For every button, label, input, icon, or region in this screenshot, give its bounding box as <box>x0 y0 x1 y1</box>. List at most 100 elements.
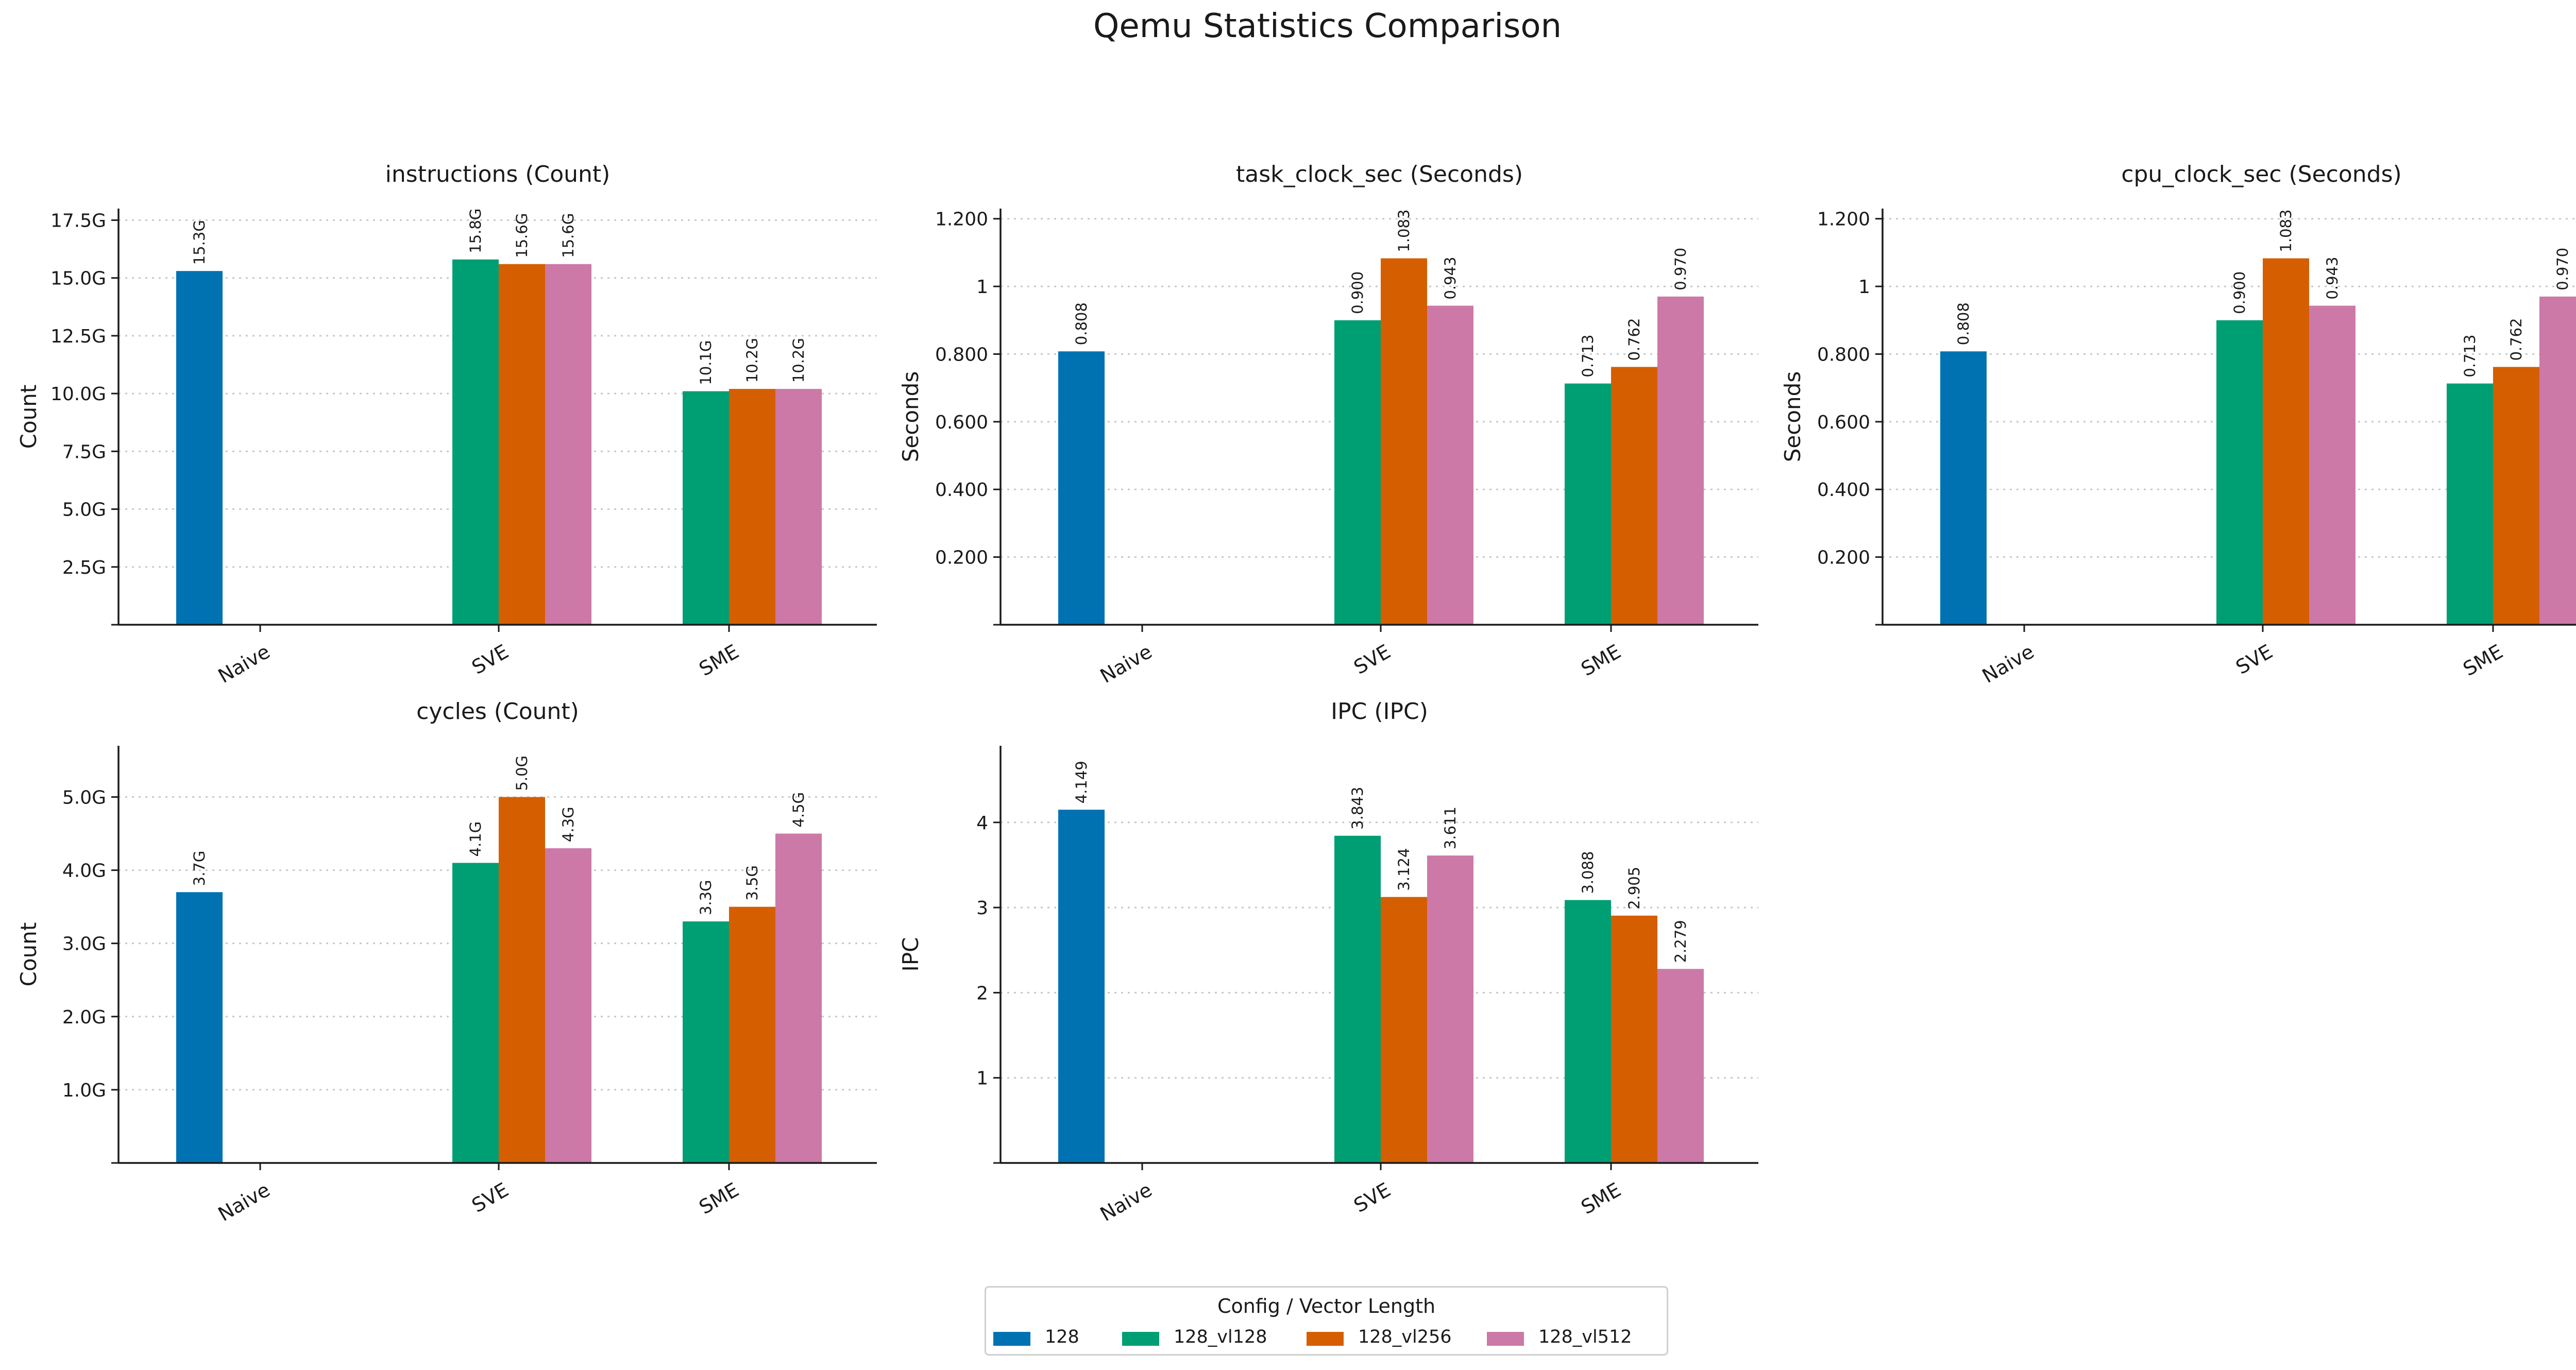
data-label: 4.5G <box>790 792 807 828</box>
y-tick-label: 1 <box>976 277 988 298</box>
bar-128-vl512-sve <box>1427 305 1473 625</box>
bar-128-vl256-sve <box>499 264 545 625</box>
bar-128-vl256-sme <box>1611 915 1657 1163</box>
legend-swatch <box>1122 1332 1159 1346</box>
legend-swatch <box>1487 1332 1524 1346</box>
panel-title: IPC (IPC) <box>1331 698 1428 725</box>
bar-128-vl512-sve <box>1427 855 1473 1163</box>
bar-128-vl128-sve <box>1334 835 1381 1163</box>
data-label: 3.611 <box>1442 807 1459 849</box>
figure-title: Qemu Statistics Comparison <box>1093 7 1562 45</box>
data-label: 3.5G <box>743 865 761 901</box>
x-tick-label: Naive <box>214 640 274 688</box>
y-tick-label: 5.0G <box>62 500 106 521</box>
y-tick-label: 4 <box>976 813 988 834</box>
y-tick-label: 7.5G <box>62 441 106 463</box>
bar-128-vl128-sme <box>1565 383 1611 625</box>
legend-label: 128 <box>1045 1327 1079 1347</box>
data-label: 4.3G <box>560 807 577 842</box>
data-label: 3.3G <box>697 880 715 915</box>
y-tick-label: 1.200 <box>1817 209 1870 230</box>
data-label: 0.900 <box>2231 271 2248 314</box>
data-label: 0.900 <box>1349 271 1366 314</box>
bar-128-vl128-sme <box>683 921 729 1163</box>
y-tick-label: 1 <box>1858 277 1870 298</box>
bar-128-vl256-sve <box>1381 258 1427 625</box>
legend-swatch <box>993 1332 1030 1346</box>
panel-title: instructions (Count) <box>385 161 611 187</box>
bar-128-vl128-sve <box>452 863 499 1163</box>
bar-128-vl512-sve <box>2309 305 2355 625</box>
x-tick-label: SME <box>2459 640 2506 681</box>
bar-128-vl512-sme <box>2539 296 2576 625</box>
bar-128-naive <box>1058 810 1105 1163</box>
x-tick-label: Naive <box>1096 1178 1156 1226</box>
bar-128-vl256-sve <box>499 797 545 1163</box>
y-axis-label: Count <box>16 922 41 987</box>
data-label: 3.7G <box>191 851 208 886</box>
y-tick-label: 17.5G <box>50 210 106 231</box>
x-tick-label: SME <box>1577 640 1624 681</box>
y-tick-label: 0.200 <box>1817 547 1870 569</box>
y-tick-label: 1.0G <box>62 1080 106 1101</box>
x-tick-label: SME <box>695 1178 742 1219</box>
x-tick-label: SVE <box>2232 640 2276 679</box>
bar-128-vl256-sme <box>729 389 775 625</box>
data-label: 2.279 <box>1672 920 1689 963</box>
x-tick-label: SVE <box>1350 1178 1394 1217</box>
data-label: 0.943 <box>1442 257 1459 300</box>
bar-128-vl128-sve <box>1334 320 1381 625</box>
bar-128-vl256-sve <box>2263 258 2309 625</box>
y-tick-label: 0.600 <box>1817 412 1870 433</box>
data-label: 0.713 <box>1579 335 1597 378</box>
y-axis-label: Seconds <box>1780 371 1805 462</box>
y-tick-label: 0.800 <box>1817 344 1870 365</box>
data-label: 10.2G <box>790 338 807 383</box>
y-tick-label: 0.400 <box>1817 480 1870 501</box>
bar-128-vl512-sve <box>545 264 591 625</box>
y-tick-label: 5.0G <box>62 787 106 808</box>
y-tick-label: 4.0G <box>62 861 106 882</box>
data-label: 0.808 <box>1073 302 1090 345</box>
data-label: 10.2G <box>743 338 761 383</box>
bar-128-vl256-sme <box>1611 367 1657 625</box>
panel-title: cpu_clock_sec (Seconds) <box>2121 161 2401 187</box>
y-tick-label: 3.0G <box>62 934 106 955</box>
bar-128-naive <box>176 892 223 1163</box>
data-label: 0.713 <box>2461 335 2479 378</box>
data-label: 4.149 <box>1073 761 1090 803</box>
y-tick-label: 15.0G <box>50 268 106 289</box>
bar-128-vl128-sve <box>2216 320 2263 625</box>
data-label: 3.124 <box>1395 848 1413 891</box>
y-tick-label: 12.5G <box>50 326 106 347</box>
data-label: 1.083 <box>1395 210 1413 252</box>
x-tick-label: SME <box>695 640 742 681</box>
data-label: 0.808 <box>1955 302 1972 345</box>
panel-title: task_clock_sec (Seconds) <box>1236 161 1523 187</box>
data-label: 0.762 <box>1625 318 1643 361</box>
bar-128-vl128-sme <box>2447 383 2493 625</box>
bar-128-vl512-sve <box>545 848 591 1163</box>
data-label: 2.905 <box>1625 867 1643 910</box>
y-tick-label: 0.800 <box>935 344 988 365</box>
y-tick-label: 2.0G <box>62 1007 106 1028</box>
y-tick-label: 1.200 <box>935 209 988 230</box>
y-tick-label: 0.600 <box>935 412 988 433</box>
bar-128-vl256-sve <box>1381 897 1427 1163</box>
y-axis-label: IPC <box>898 937 923 971</box>
y-tick-label: 3 <box>976 898 988 919</box>
y-tick-label: 2 <box>976 983 988 1004</box>
data-label: 5.0G <box>513 756 531 791</box>
data-label: 3.088 <box>1579 851 1597 894</box>
bar-128-naive <box>176 271 223 625</box>
x-tick-label: Naive <box>1978 640 2038 688</box>
data-label: 4.1G <box>467 821 484 857</box>
data-label: 15.6G <box>513 213 531 258</box>
bar-128-vl512-sme <box>1657 969 1704 1163</box>
y-tick-label: 1 <box>976 1068 988 1089</box>
data-label: 0.943 <box>2324 257 2341 300</box>
legend-label: 128_vl512 <box>1538 1327 1632 1347</box>
bar-128-naive <box>1940 351 1987 625</box>
x-tick-label: Naive <box>1096 640 1156 688</box>
